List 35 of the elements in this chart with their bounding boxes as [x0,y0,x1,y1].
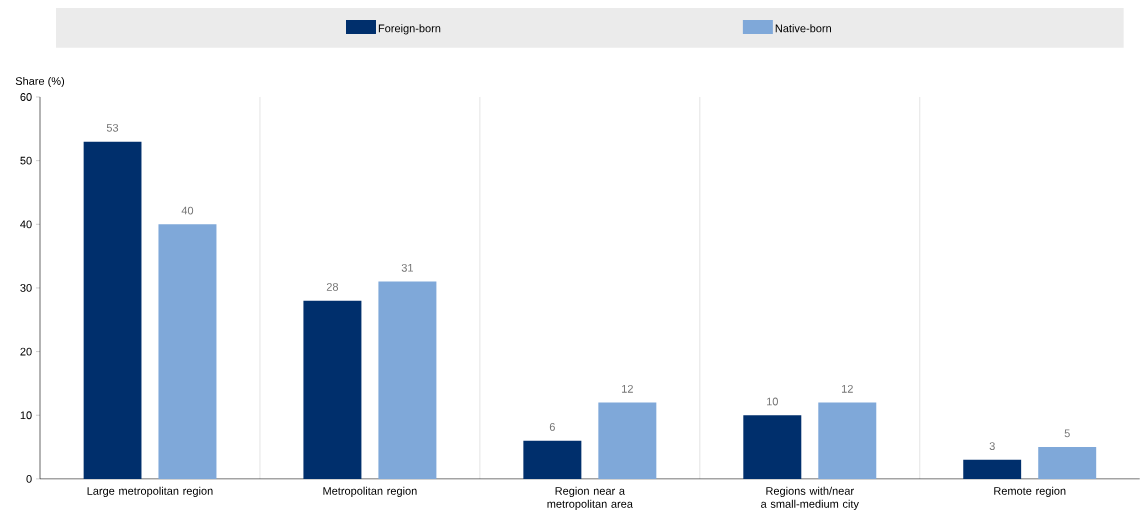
bar [303,300,362,479]
x-tick-label: Metropolitan region [323,486,417,498]
y-tick-label: 50 [20,156,32,165]
x-tick-label: Region near a metropolitan area [547,486,633,511]
y-axis-title: Share (%) [15,76,65,88]
data-label: 6 [549,423,555,431]
y-tick-label: 40 [20,220,32,229]
data-label: 12 [842,385,853,393]
data-label: 3 [989,442,995,450]
y-tick-label: 20 [20,347,32,356]
bar [523,440,582,479]
bar [598,402,657,479]
bar [963,459,1022,479]
data-label: 31 [401,263,413,272]
data-label: 10 [767,397,778,406]
data-label: 5 [1064,429,1070,438]
x-tick-label: Remote region [994,486,1066,498]
y-tick-label: 30 [20,284,32,292]
bar [83,141,142,479]
bar [1038,447,1097,479]
bar [743,415,802,479]
bar [158,224,217,479]
x-tick-label: Large metropolitan region [87,486,213,498]
bar [378,281,437,479]
y-tick-label: 10 [20,411,32,420]
x-tick-label: Regions with/near a small-medium city [761,486,859,511]
data-label: 53 [106,123,119,132]
data-label: 12 [622,385,633,393]
y-tick-label: 0 [26,475,32,483]
data-label: 40 [181,206,194,215]
legend-label: Foreign-born [378,24,441,35]
data-label: 28 [326,283,339,291]
y-tick-label: 60 [20,93,32,101]
legend-label: Native-born [775,24,831,33]
bar [818,402,877,479]
